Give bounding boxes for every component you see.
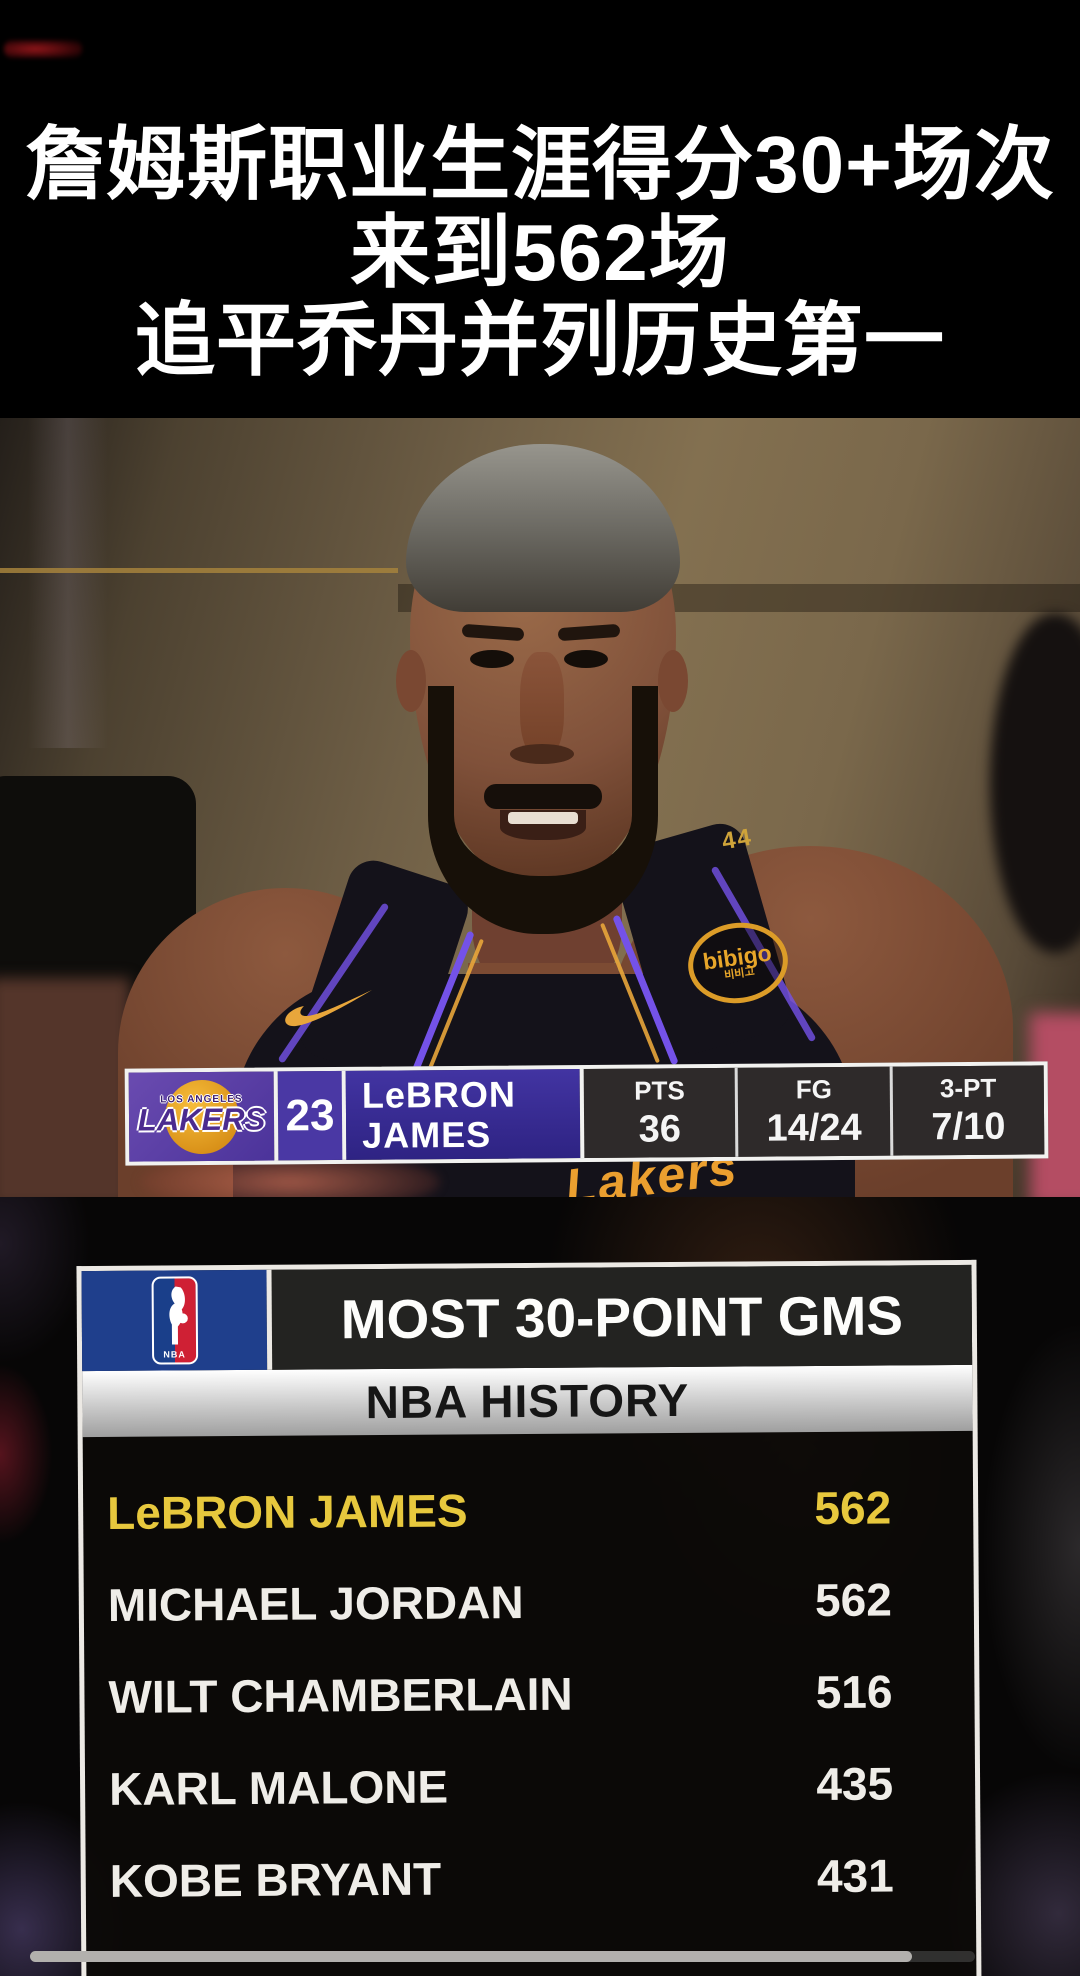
nike-swoosh-icon [285,990,372,1027]
nba-logo-panel: NBA [81,1269,268,1372]
stat-fg: FG 14/24 [734,1066,890,1157]
stat-label: PTS [634,1074,685,1106]
headline-line-2: 来到562场 [350,208,730,297]
leaderboard-player-name: KOBE BRYANT [109,1852,442,1907]
leaderboard-player-name: LeBRON JAMES [107,1484,468,1539]
player-teeth [508,812,578,824]
leaderboard-row: LeBRON JAMES 562 [83,1461,974,1559]
stat-value: 36 [638,1107,682,1151]
player-hair [406,444,680,612]
video-progress-bar[interactable] [30,1951,975,1962]
player-name: LeBRON JAMES [345,1069,581,1160]
player-ear [658,650,688,712]
player-mouth [500,810,586,840]
leaderboard-player-value: 431 [816,1849,894,1902]
background-gold-line [0,568,398,573]
leaderboard-player-value: 516 [815,1665,893,1718]
lakers-name-text: LAKERS [137,1101,266,1138]
leaderboard-player-value: 435 [816,1757,894,1810]
stat-label: FG [795,1073,832,1104]
player-mustache [484,784,602,809]
player-eye [470,650,514,668]
stat-pts: PTS 36 [584,1068,736,1158]
nba-logo-text: NBA [163,1349,186,1360]
headline-line-3: 追平乔丹并列历史第一 [135,296,945,385]
leaderboard-row: KOBE BRYANT 431 [85,1829,976,1927]
headline-line-1: 詹姆斯职业生涯得分30+场次 [25,120,1055,209]
player-nostrils [510,744,574,764]
background-arm [0,978,130,1197]
leaderboard-rows: LeBRON JAMES 562 MICHAEL JORDAN 562 WILT… [83,1431,976,1927]
stat-3pt: 3-PT 7/10 [889,1065,1045,1156]
jersey-number-patch: 44 [719,823,755,856]
stat-panels: PTS 36 FG 14/24 3-PT 7/10 [579,1065,1045,1159]
player-first-name: LeBRON [361,1073,517,1116]
lakers-logo: LOS ANGELES LAKERS [128,1071,279,1162]
leaderboard-header: NBA MOST 30-POINT GMS [81,1264,973,1372]
stat-label: 3-PT [939,1072,997,1103]
stat-value: 7/10 [931,1105,1006,1148]
stat-value: 14/24 [766,1106,862,1150]
background-person [990,613,1080,953]
player-eye [564,650,608,668]
leaderboard-graphic: NBA MOST 30-POINT GMS NBA HISTORY LeBRON… [76,1259,982,1976]
leaderboard-title: MOST 30-POINT GMS [266,1264,973,1370]
leaderboard-player-name: MICHAEL JORDAN [107,1576,524,1631]
video-progress-fill [30,1951,912,1962]
player-number: 23 [277,1070,347,1161]
leaderboard-row: WILT CHAMBERLAIN 516 [84,1645,975,1743]
top-edge-red-artifact [4,40,82,58]
leaderboard-player-value: 562 [814,1481,892,1535]
player-last-name: JAMES [361,1113,492,1156]
player-ear [396,650,426,712]
leaderboard-player-name: WILT CHAMBERLAIN [108,1667,573,1723]
leaderboard-row: MICHAEL JORDAN 562 [84,1553,975,1651]
leaderboard-player-name: KARL MALONE [108,1760,449,1815]
leaderboard-player-value: 562 [814,1573,892,1627]
leaderboard-subtitle: NBA HISTORY [82,1364,973,1438]
leaderboard-row: KARL MALONE 435 [85,1737,976,1835]
background-curtain [28,418,108,748]
nba-logo-icon: NBA [151,1276,198,1365]
score-bug: LOS ANGELES LAKERS 23 LeBRON JAMES PTS 3… [124,1061,1049,1166]
player-nose [520,652,564,758]
